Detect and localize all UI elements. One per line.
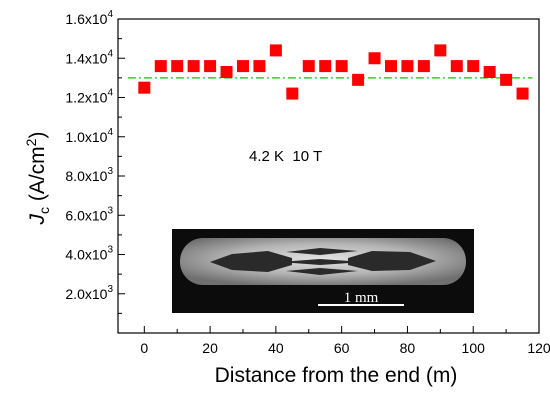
data-point bbox=[401, 60, 414, 73]
data-point bbox=[335, 60, 348, 73]
y-tick-label: 8.0x103 bbox=[65, 166, 113, 184]
y-axis-unit: (A/cm bbox=[26, 146, 49, 207]
data-point bbox=[171, 60, 184, 73]
y-tick-labels: 2.0x103 4.0x103 6.0x103 8.0x103 1.0x104 1.2x1… bbox=[65, 9, 113, 302]
data-point bbox=[434, 44, 447, 57]
data-point bbox=[302, 60, 315, 73]
data-point bbox=[204, 60, 217, 73]
data-point bbox=[187, 60, 200, 73]
data-point bbox=[516, 87, 529, 100]
data-point bbox=[154, 60, 167, 73]
y-tick-label: 4.0x103 bbox=[65, 245, 113, 263]
y-axis-superscript: 2 bbox=[23, 138, 39, 146]
data-point bbox=[236, 60, 249, 73]
data-point bbox=[450, 60, 463, 73]
y-tick-label: 1.0x104 bbox=[65, 127, 113, 145]
y-axis-unit-close: ) bbox=[26, 132, 49, 139]
x-tick-label: 0 bbox=[140, 340, 148, 356]
filament-top bbox=[286, 248, 358, 255]
data-point bbox=[220, 65, 233, 78]
data-point bbox=[352, 73, 365, 86]
y-tick-label: 1.2x104 bbox=[65, 88, 113, 106]
y-axis-symbol: J bbox=[26, 213, 49, 225]
data-point bbox=[417, 60, 430, 73]
data-point bbox=[368, 52, 381, 65]
filament-bottom bbox=[286, 268, 358, 275]
filament-left bbox=[210, 251, 292, 272]
y-tick-label: 1.4x104 bbox=[65, 48, 113, 66]
filament-right bbox=[348, 251, 436, 271]
y-axis-subscript: c bbox=[36, 207, 52, 214]
data-point bbox=[500, 73, 513, 86]
data-point bbox=[253, 60, 266, 73]
x-tick-label: 120 bbox=[527, 340, 550, 356]
scale-bar-label: 1 mm bbox=[344, 290, 379, 306]
x-tick-label: 40 bbox=[268, 340, 284, 356]
data-point bbox=[467, 60, 480, 73]
axis-ticks bbox=[118, 18, 540, 333]
data-markers bbox=[138, 44, 529, 100]
filament-middle bbox=[280, 259, 364, 265]
data-point bbox=[384, 60, 397, 73]
x-tick-label: 60 bbox=[334, 340, 350, 356]
data-point bbox=[269, 44, 282, 57]
inset-micrograph: 1 mm bbox=[172, 229, 474, 313]
x-tick-labels: 0 20 40 60 80 100 120 bbox=[140, 340, 550, 356]
y-tick-label: 1.6x104 bbox=[65, 9, 113, 27]
y-axis-title: Jc (A/cm2) bbox=[23, 132, 52, 226]
data-point bbox=[286, 87, 299, 100]
x-tick-label: 80 bbox=[400, 340, 416, 356]
x-tick-label: 20 bbox=[202, 340, 218, 356]
data-point bbox=[483, 65, 496, 78]
data-point bbox=[319, 60, 332, 73]
data-point bbox=[138, 81, 151, 94]
y-tick-label: 6.0x103 bbox=[65, 205, 113, 223]
y-tick-label: 2.0x103 bbox=[65, 284, 113, 302]
condition-annotation: 4.2 K 10 T bbox=[249, 148, 322, 165]
x-tick-label: 100 bbox=[462, 340, 486, 356]
x-axis-title: Distance from the end (m) bbox=[215, 364, 458, 387]
